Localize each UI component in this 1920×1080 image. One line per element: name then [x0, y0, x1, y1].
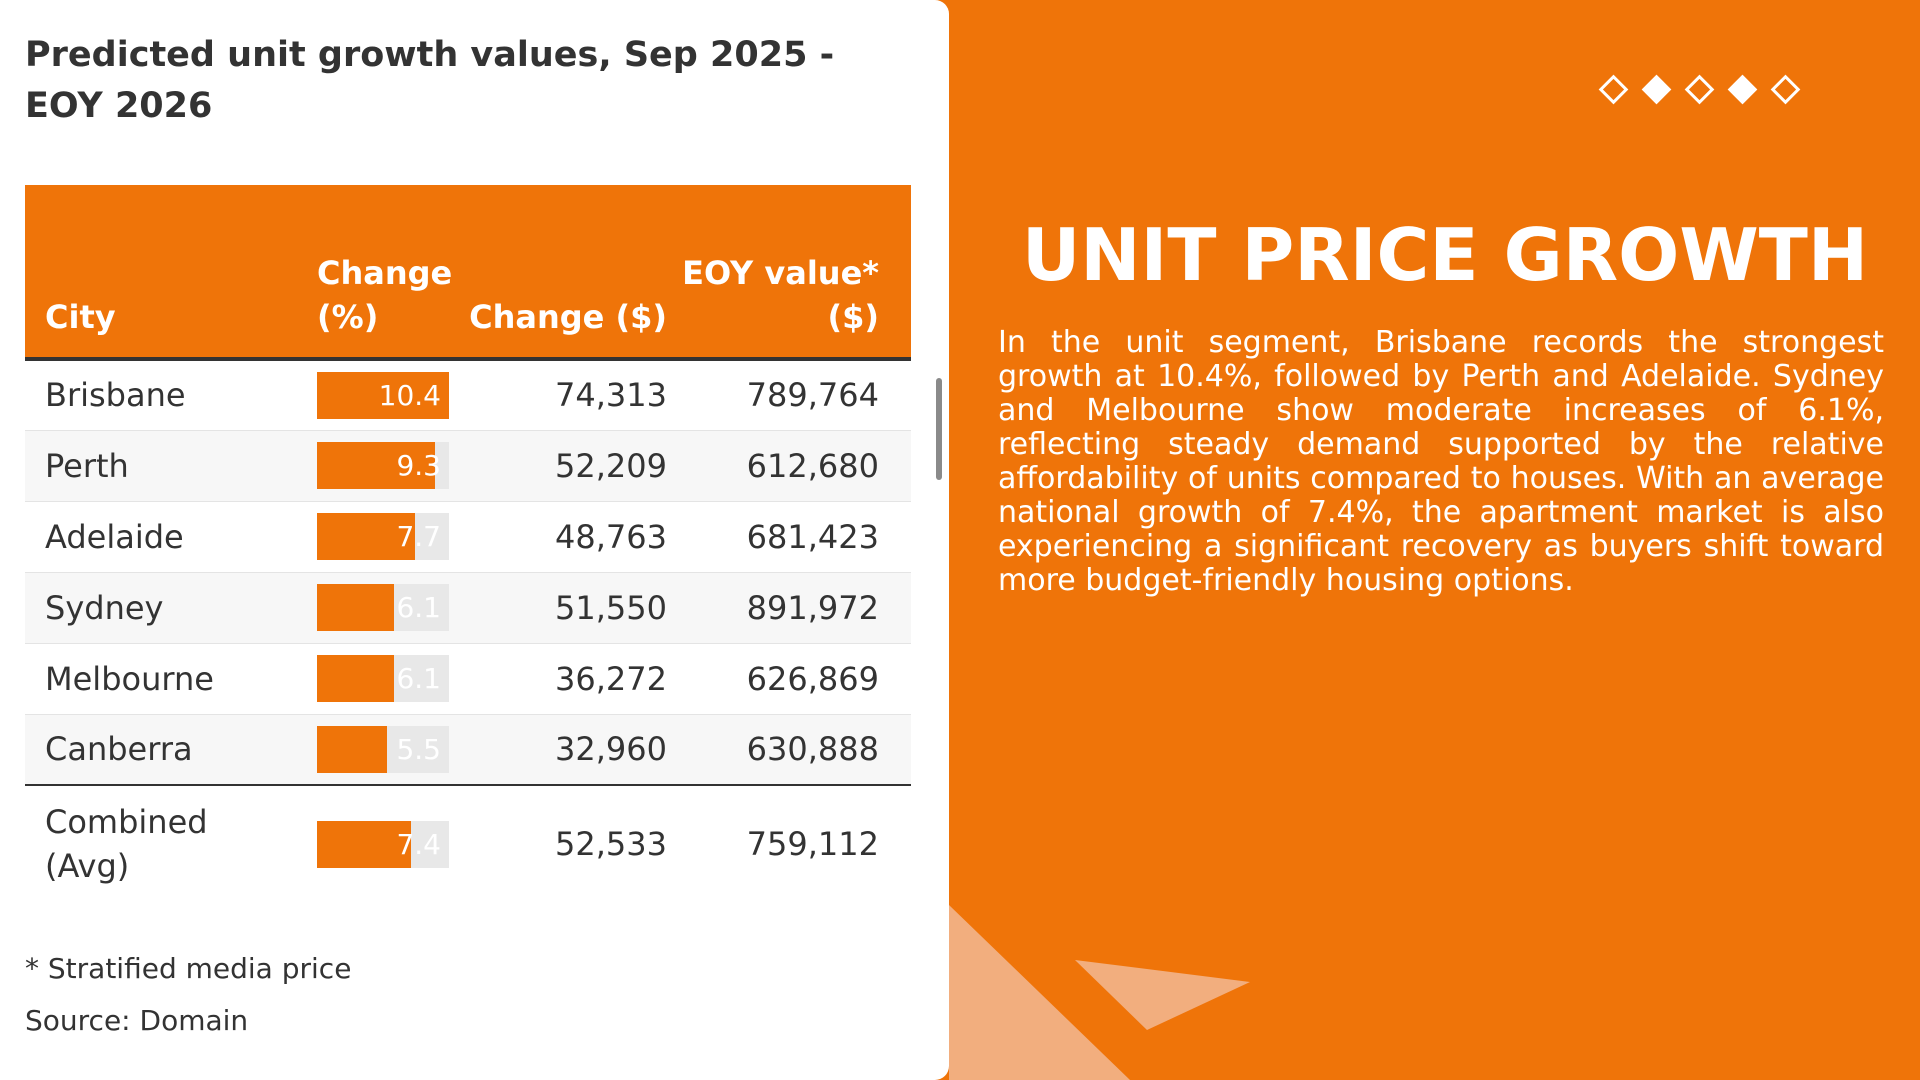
cell-change-dollar: 51,550 [555, 588, 667, 627]
cell-change-pct: 9.3 [267, 430, 455, 501]
cell-city: Combined (Avg) [45, 803, 208, 885]
bar-track: 9.3 [317, 442, 449, 489]
header-change-dollar: Change ($) [469, 298, 667, 336]
bar-value-label: 6.1 [396, 591, 441, 624]
table-row: Adelaide 7.7 48,763 681,423 [25, 501, 911, 572]
table-row: Brisbane 10.4 74,313 789,764 [25, 359, 911, 430]
bar-value-label: 5.5 [396, 732, 441, 766]
cell-eoy-value: 681,423 [746, 517, 879, 556]
paper-plane-shape [1075, 960, 1250, 1030]
bar-track: 6.1 [317, 655, 449, 702]
cell-change-pct: 5.5 [267, 714, 455, 785]
table-row: Sydney 6.1 51,550 891,972 [25, 572, 911, 643]
cell-eoy-value: 789,764 [746, 376, 879, 415]
cell-eoy-value: 612,680 [746, 446, 879, 485]
bar-track: 5.5 [317, 725, 449, 773]
table-row: Canberra 5.5 32,960 630,888 [25, 714, 911, 785]
header-change-pct: Change (%) [317, 254, 453, 336]
cell-change-pct: 6.1 [267, 643, 455, 714]
bar-fill [317, 584, 395, 631]
bar-value-label: 7.4 [396, 827, 441, 861]
table-row: Perth 9.3 52,209 612,680 [25, 430, 911, 501]
table-panel: Predicted unit growth values, Sep 2025 -… [0, 0, 949, 1080]
cell-change-dollar: 48,763 [555, 517, 667, 556]
bar-track: 6.1 [317, 584, 449, 631]
cell-change-dollar: 32,960 [555, 730, 667, 769]
table-body: Brisbane 10.4 74,313 789,764 Perth 9.3 52,209 6… [25, 359, 911, 902]
source-note: Source: Domain [25, 1004, 249, 1037]
cell-city: Brisbane [45, 376, 186, 415]
cell-city: Canberra [45, 730, 193, 769]
bar-fill [317, 513, 415, 560]
cell-change-dollar: 74,313 [555, 376, 667, 415]
cell-eoy-value: 630,888 [746, 730, 879, 769]
bar-value-label: 7.7 [396, 520, 441, 553]
bar-fill [317, 442, 436, 489]
cell-eoy-value: 891,972 [746, 588, 879, 627]
cell-change-dollar: 36,272 [555, 659, 667, 698]
cell-change-pct: 6.1 [267, 572, 455, 643]
cell-change-pct: 10.4 [267, 359, 455, 430]
scrollbar-thumb[interactable] [936, 378, 942, 480]
cell-change-dollar: 52,533 [555, 825, 667, 863]
bar-value-label: 10.4 [378, 378, 441, 412]
bar-track: 7.7 [317, 513, 449, 560]
light-triangle-shape [949, 905, 1130, 1080]
bar-fill [317, 820, 411, 868]
bar-track: 7.4 [317, 820, 449, 868]
bar-value-label: 9.3 [396, 449, 441, 482]
bar-fill [317, 371, 449, 419]
table-total-row: Combined (Avg) 7.4 52,533 759,112 [25, 785, 911, 902]
description-paragraph: In the unit segment, Brisbane records th… [998, 325, 1884, 598]
cell-change-pct: 7.7 [267, 501, 455, 572]
cell-eoy-value: 759,112 [746, 825, 879, 863]
bar-fill [317, 725, 387, 773]
bar-track: 10.4 [317, 371, 449, 419]
section-heading: UNIT PRICE GROWTH [1021, 213, 1869, 297]
table-header-row: City Change (%) Change ($) EOY value* ($… [25, 185, 911, 359]
header-eoy-value: EOY value* ($) [682, 254, 879, 336]
table-row: Melbourne 6.1 36,272 626,869 [25, 643, 911, 714]
cell-city: Adelaide [45, 517, 184, 556]
chart-title: Predicted unit growth values, Sep 2025 -… [25, 35, 835, 126]
bar-value-label: 6.1 [396, 662, 441, 695]
cell-change-dollar: 52,209 [555, 446, 667, 485]
footnote: * Stratified media price [25, 952, 352, 985]
cell-eoy-value: 626,869 [746, 659, 879, 698]
growth-table: City Change (%) Change ($) EOY value* ($… [25, 185, 911, 902]
cell-change-pct: 7.4 [267, 785, 455, 902]
cell-city: Perth [45, 446, 129, 485]
cell-city: Sydney [45, 588, 164, 627]
bar-fill [317, 655, 395, 702]
cell-city: Melbourne [45, 659, 214, 698]
header-city: City [45, 298, 116, 336]
